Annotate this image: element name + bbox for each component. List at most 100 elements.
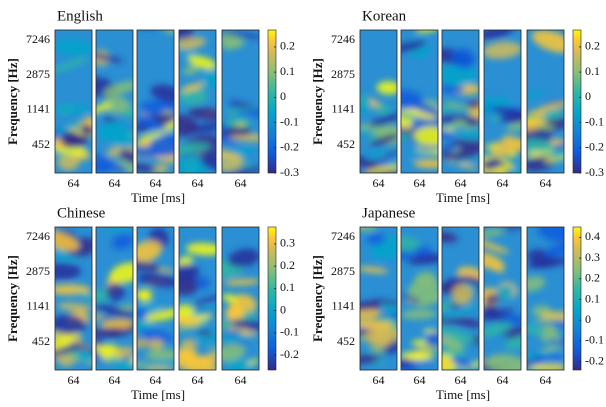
panel-texture — [137, 30, 174, 173]
texture-blob — [484, 228, 506, 238]
x-tick-label: 64 — [68, 176, 80, 190]
colorbar-tick-label: -0.1 — [585, 333, 604, 347]
spectrogram-panel — [222, 30, 259, 173]
texture-blob — [401, 108, 438, 120]
colorbar-tick-label: 0.1 — [585, 64, 600, 78]
colorbar-tick-label: 0.1 — [585, 291, 600, 305]
panel-border — [221, 226, 260, 371]
texture-blob — [76, 349, 92, 363]
texture-blob — [137, 273, 174, 288]
spectrogram-panel — [96, 227, 133, 370]
x-tick-label: 64 — [109, 176, 121, 190]
texture-blob — [75, 291, 92, 302]
texture-blob — [80, 124, 92, 136]
x-tick-label: 64 — [192, 373, 204, 387]
texture-blob — [533, 316, 564, 323]
panel-border — [178, 226, 217, 371]
colorbar-tick-label: 0.1 — [280, 280, 295, 294]
texture-blob — [60, 131, 81, 149]
texture-blob — [371, 328, 392, 349]
panel-texture — [401, 30, 438, 169]
texture-blob — [505, 334, 521, 350]
texture-blob — [415, 30, 438, 33]
x-tick-label: 64 — [235, 373, 247, 387]
texture-blob — [451, 48, 476, 69]
texture-blob — [465, 116, 479, 127]
texture-blob — [407, 101, 438, 117]
texture-blob — [551, 149, 564, 159]
texture-blob — [442, 126, 458, 134]
texture-blob — [451, 283, 473, 305]
texture-blob — [55, 57, 89, 73]
texture-blob — [227, 166, 259, 173]
x-axis-label: Time [ms] — [436, 190, 490, 205]
texture-blob — [109, 262, 133, 284]
panel-texture — [179, 30, 216, 173]
panel-texture — [96, 49, 133, 173]
panel-texture — [401, 236, 438, 370]
texture-blob — [222, 31, 259, 39]
colorbar — [267, 29, 277, 174]
x-tick-label: 64 — [540, 176, 552, 190]
texture-blob — [442, 360, 453, 367]
texture-blob — [144, 349, 174, 360]
spectrogram-panel — [527, 30, 564, 173]
texture-blob — [119, 149, 133, 165]
y-tick-label: 7246 — [26, 229, 50, 243]
x-axis-label: Time [ms] — [436, 387, 490, 402]
texture-blob — [179, 316, 201, 326]
y-tick-label: 2875 — [26, 67, 50, 81]
y-tick-label: 452 — [32, 137, 50, 151]
texture-blob — [222, 149, 241, 160]
y-tick-label: 2875 — [26, 264, 50, 278]
texture-blob — [413, 159, 438, 169]
texture-blob — [222, 161, 242, 172]
panel-border — [178, 29, 217, 174]
texture-blob — [373, 298, 397, 306]
texture-blob — [137, 240, 163, 263]
texture-blob — [365, 150, 388, 161]
panel-texture — [222, 30, 259, 173]
spectrogram-panel — [360, 227, 397, 370]
texture-blob — [363, 163, 397, 173]
panel-title: Korean — [362, 8, 407, 24]
panel-texture — [484, 30, 521, 173]
texture-blob — [222, 335, 241, 345]
x-tick-label: 64 — [497, 373, 509, 387]
panel-title: English — [57, 8, 103, 24]
texture-blob — [527, 91, 546, 100]
panel-border — [221, 29, 260, 174]
texture-blob — [230, 319, 259, 331]
texture-blob — [103, 80, 133, 97]
texture-blob — [490, 146, 513, 158]
panel-texture — [222, 248, 259, 370]
texture-blob — [207, 347, 216, 353]
colorbar-tick-label: -0.2 — [585, 140, 604, 154]
texture-blob — [544, 243, 564, 258]
x-tick-label: 64 — [68, 373, 80, 387]
texture-blob — [368, 344, 385, 354]
texture-blob — [486, 353, 521, 370]
texture-blob — [415, 291, 438, 307]
texture-blob — [407, 253, 438, 265]
texture-blob — [222, 126, 252, 138]
panel-texture — [55, 39, 92, 171]
colorbar-tick-label: -0.1 — [280, 114, 299, 128]
x-tick-label: 64 — [150, 176, 162, 190]
colorbar-tick-label: 0.3 — [280, 236, 295, 250]
texture-blob — [185, 242, 216, 256]
spectrogram-panel — [55, 227, 92, 370]
texture-blob — [368, 113, 397, 127]
y-axis-label: Frequency [Hz] — [310, 255, 325, 342]
texture-blob — [484, 322, 513, 337]
texture-blob — [137, 260, 161, 271]
y-tick-label: 7246 — [26, 32, 50, 46]
spectrogram-panel — [484, 30, 521, 173]
colorbar-tick-label: -0.2 — [585, 353, 604, 367]
x-tick-label: 64 — [414, 176, 426, 190]
texture-blob — [179, 255, 194, 267]
texture-blob — [495, 284, 515, 300]
texture-blob — [228, 356, 250, 370]
colorbar-tick-label: -0.1 — [585, 114, 604, 128]
x-tick-label: 64 — [373, 176, 385, 190]
